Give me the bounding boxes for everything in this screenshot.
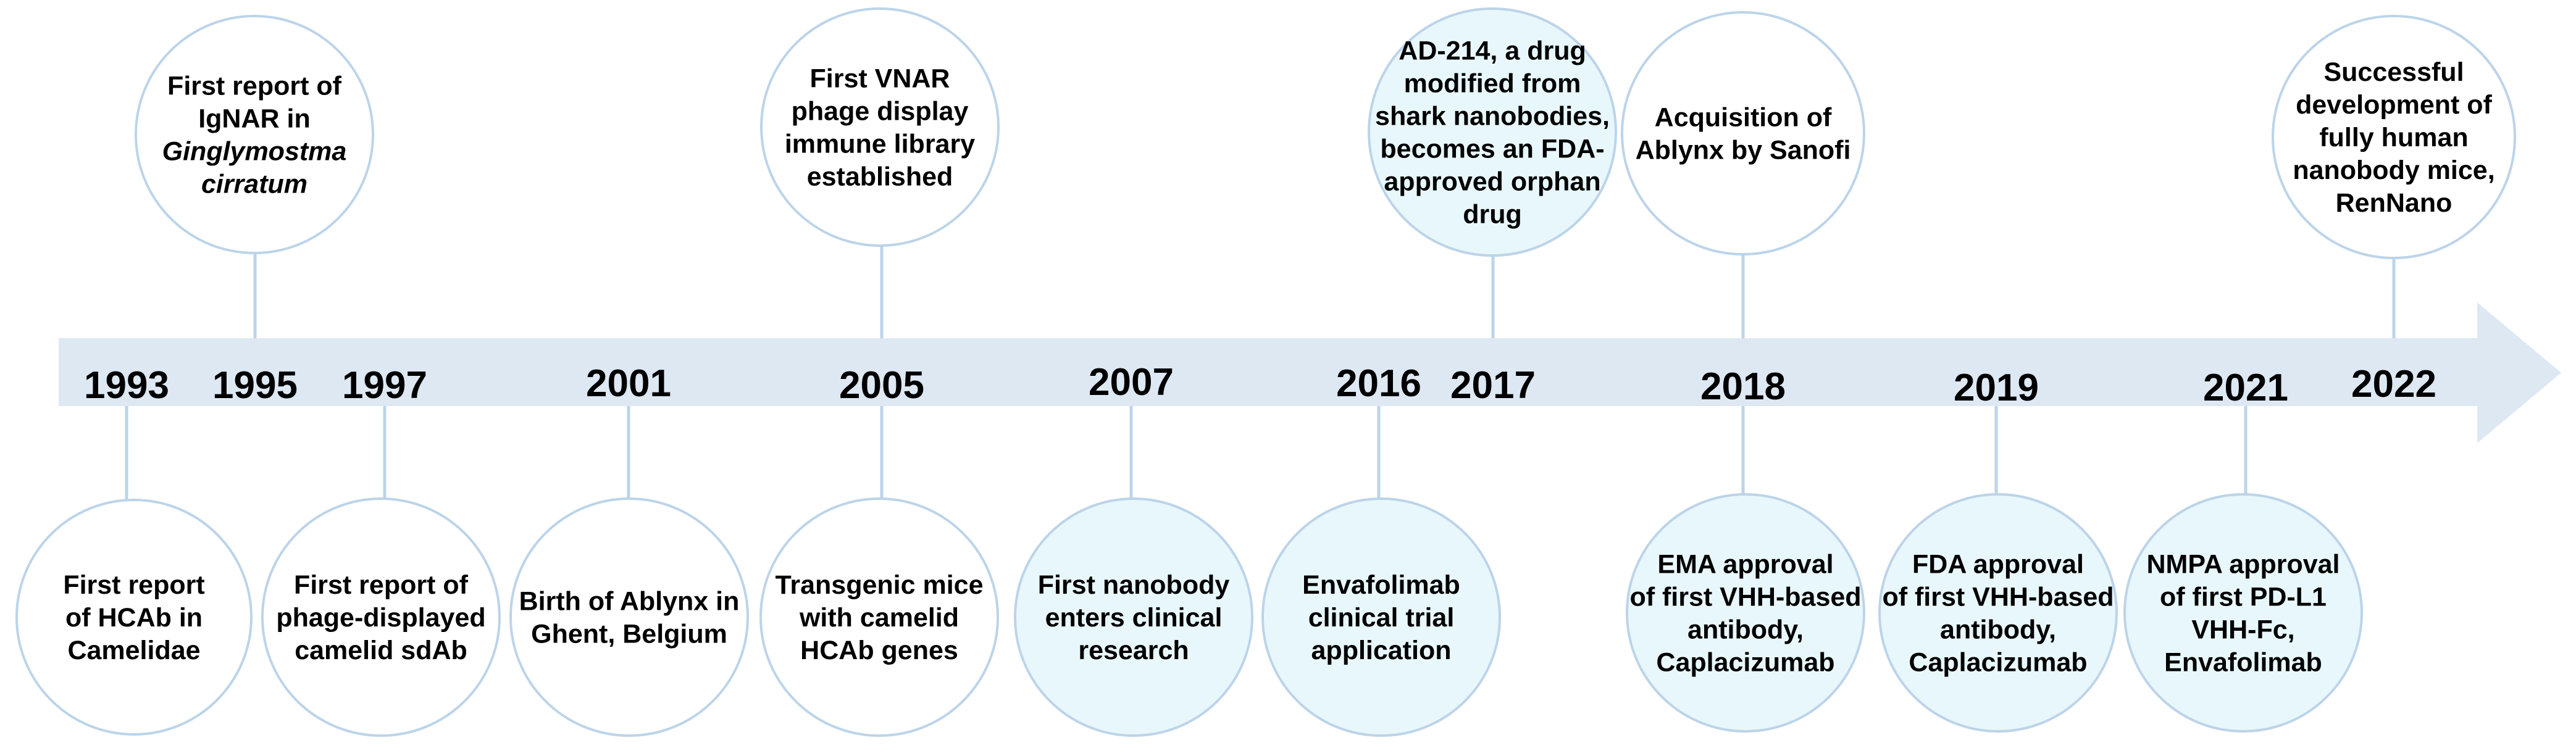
year-label-1995: 1995 (212, 364, 298, 407)
bottom-event-2016-circle (1261, 497, 1501, 737)
bottom-event-2021-circle (2123, 493, 2363, 733)
bottom-event-2019-line-4: Caplacizumab (1909, 648, 2087, 678)
top-event-2005-line-2: phage display (792, 97, 969, 127)
bottom-event-1993-line-3: Camelidae (67, 636, 200, 665)
bottom-event-1997-line-1: First report of (294, 570, 469, 600)
top-event-1995-line-4: cirratum (201, 170, 307, 199)
bottom-event-2001-circle (509, 497, 749, 737)
bottom-event-2007-circle (1014, 497, 1253, 737)
bottom-event-2001: Birth of Ablynx in Ghent, Belgium (509, 497, 749, 737)
top-event-2017-line-4: becomes an FDA- (1380, 135, 1604, 164)
year-label-1993: 1993 (84, 364, 169, 407)
year-label-2021: 2021 (2203, 367, 2288, 409)
year-label-1997: 1997 (342, 364, 427, 407)
top-event-2005-line-4: established (807, 162, 953, 192)
top-event-1995-line-2: IgNAR in (198, 104, 311, 134)
timeline-arrow (59, 302, 2561, 443)
top-event-2018-circle (1621, 11, 1865, 256)
year-label-2022: 2022 (2351, 363, 2436, 405)
top-event-1995-circle (135, 15, 374, 254)
top-event-2018-line-2: Ablynx by Sanofi (1636, 136, 1851, 165)
top-event-2017-circle (1368, 7, 1617, 257)
bottom-event-2021: NMPA approval of first PD-L1 VHH-Fc,Envafo… (2123, 493, 2363, 733)
bottom-event-2018-line-3: antibody, (1687, 615, 1804, 645)
bottom-event-2019: FDA approval of first VHH-based antibody,C… (1878, 493, 2118, 733)
top-event-2005-line-3: immune library (785, 130, 975, 159)
top-event-2017-line-5: approved orphan (1384, 167, 1600, 197)
bottom-event-2019-line-1: FDA approval (1912, 550, 2084, 580)
bottom-event-2018-line-2: of first VHH-based (1629, 583, 1861, 612)
bottom-event-2021-line-4: Envafolimab (2164, 648, 2322, 678)
bottom-event-2016-line-3: application (1311, 636, 1452, 665)
top-event-2017-line-6: drug (1463, 200, 1522, 230)
bottom-event-2016-line-2: clinical trial (1308, 603, 1455, 633)
top-event-2017-line-1: AD-214, a drug (1399, 36, 1586, 66)
top-event-2005-circle (760, 7, 1000, 247)
top-event-2017-line-3: shark nanobodies, (1375, 102, 1610, 131)
top-event-2018: Acquisition of Ablynx by Sanofi (1621, 11, 1865, 256)
top-event-1995-line-3: Ginglymostma (162, 137, 347, 167)
bottom-event-1993-line-1: First report (63, 570, 204, 600)
bottom-event-2007-line-3: research (1078, 636, 1189, 665)
bottom-event-2005-line-2: with camelid (799, 603, 959, 633)
year-label-2005: 2005 (839, 364, 924, 407)
bottom-event-2001-line-1: Birth of Ablynx in (519, 587, 740, 617)
bottom-event-2005-circle (759, 497, 999, 737)
bottom-event-1993-line-2: of HCAb in (65, 603, 203, 633)
top-event-2022-line-3: fully human (2319, 123, 2468, 152)
year-label-2019: 2019 (1954, 367, 2039, 409)
connector-lines (125, 246, 2396, 500)
top-event-2022-line-5: RenNano (2336, 188, 2453, 218)
bottom-event-2005-line-1: Transgenic mice (776, 570, 984, 600)
bottom-event-2007-line-1: First nanobody (1038, 570, 1230, 600)
year-label-2016: 2016 (1336, 362, 1421, 405)
bottom-event-2018-line-4: Caplacizumab (1656, 648, 1834, 678)
bottom-event-2021-line-1: NMPA approval (2147, 550, 2340, 580)
bottom-event-2018-line-1: EMA approval (1657, 550, 1833, 580)
bottom-event-2005-line-3: HCAb genes (800, 636, 958, 665)
top-event-1995-line-1: First report of (167, 72, 342, 101)
bottom-event-1993-circle (15, 499, 253, 736)
year-labels: 1993 1995 1997 2001 2005 2007 2016 2017 2018 2019… (84, 361, 2436, 409)
top-event-2018-line-1: Acquisition of (1655, 103, 1832, 133)
bottom-event-2019-line-3: antibody, (1940, 615, 2056, 645)
bottom-event-2001-line-2: Ghent, Belgium (531, 620, 727, 649)
bottom-event-2019-circle (1878, 493, 2118, 733)
bottom-event-2021-line-2: of first PD-L1 (2160, 583, 2327, 612)
year-label-2017: 2017 (1450, 364, 1536, 407)
bottom-event-1997-circle (261, 497, 501, 737)
top-event-2005-line-1: First VNAR (810, 64, 950, 94)
top-event-2017-line-2: modified from (1404, 69, 1581, 99)
bottom-event-2007-line-2: enters clinical (1045, 603, 1223, 633)
bottom-event-2016-line-1: Envafolimab (1302, 570, 1460, 600)
top-event-2022-line-1: Successful (2323, 57, 2464, 87)
top-event-2022-line-4: nanobody mice, (2293, 156, 2494, 185)
year-label-2018: 2018 (1700, 365, 1786, 408)
top-event-2022-line-2: development of (2296, 90, 2492, 120)
top-event-2022-circle (2272, 15, 2516, 259)
year-label-2007: 2007 (1089, 361, 1174, 404)
bottom-event-1997-line-2: phage-displayed (276, 603, 485, 633)
bottom-event-1997-line-3: camelid sdAb (295, 636, 467, 665)
bottom-event-2018-circle (1626, 493, 1865, 733)
bottom-event-2019-line-2: of first VHH-based (1882, 583, 2114, 612)
bottom-event-2021-line-3: VHH-Fc, (2191, 615, 2294, 645)
bottom-event-2018: EMA approval of first VHH-based antibody,C… (1626, 493, 1865, 733)
year-label-2001: 2001 (586, 362, 671, 405)
